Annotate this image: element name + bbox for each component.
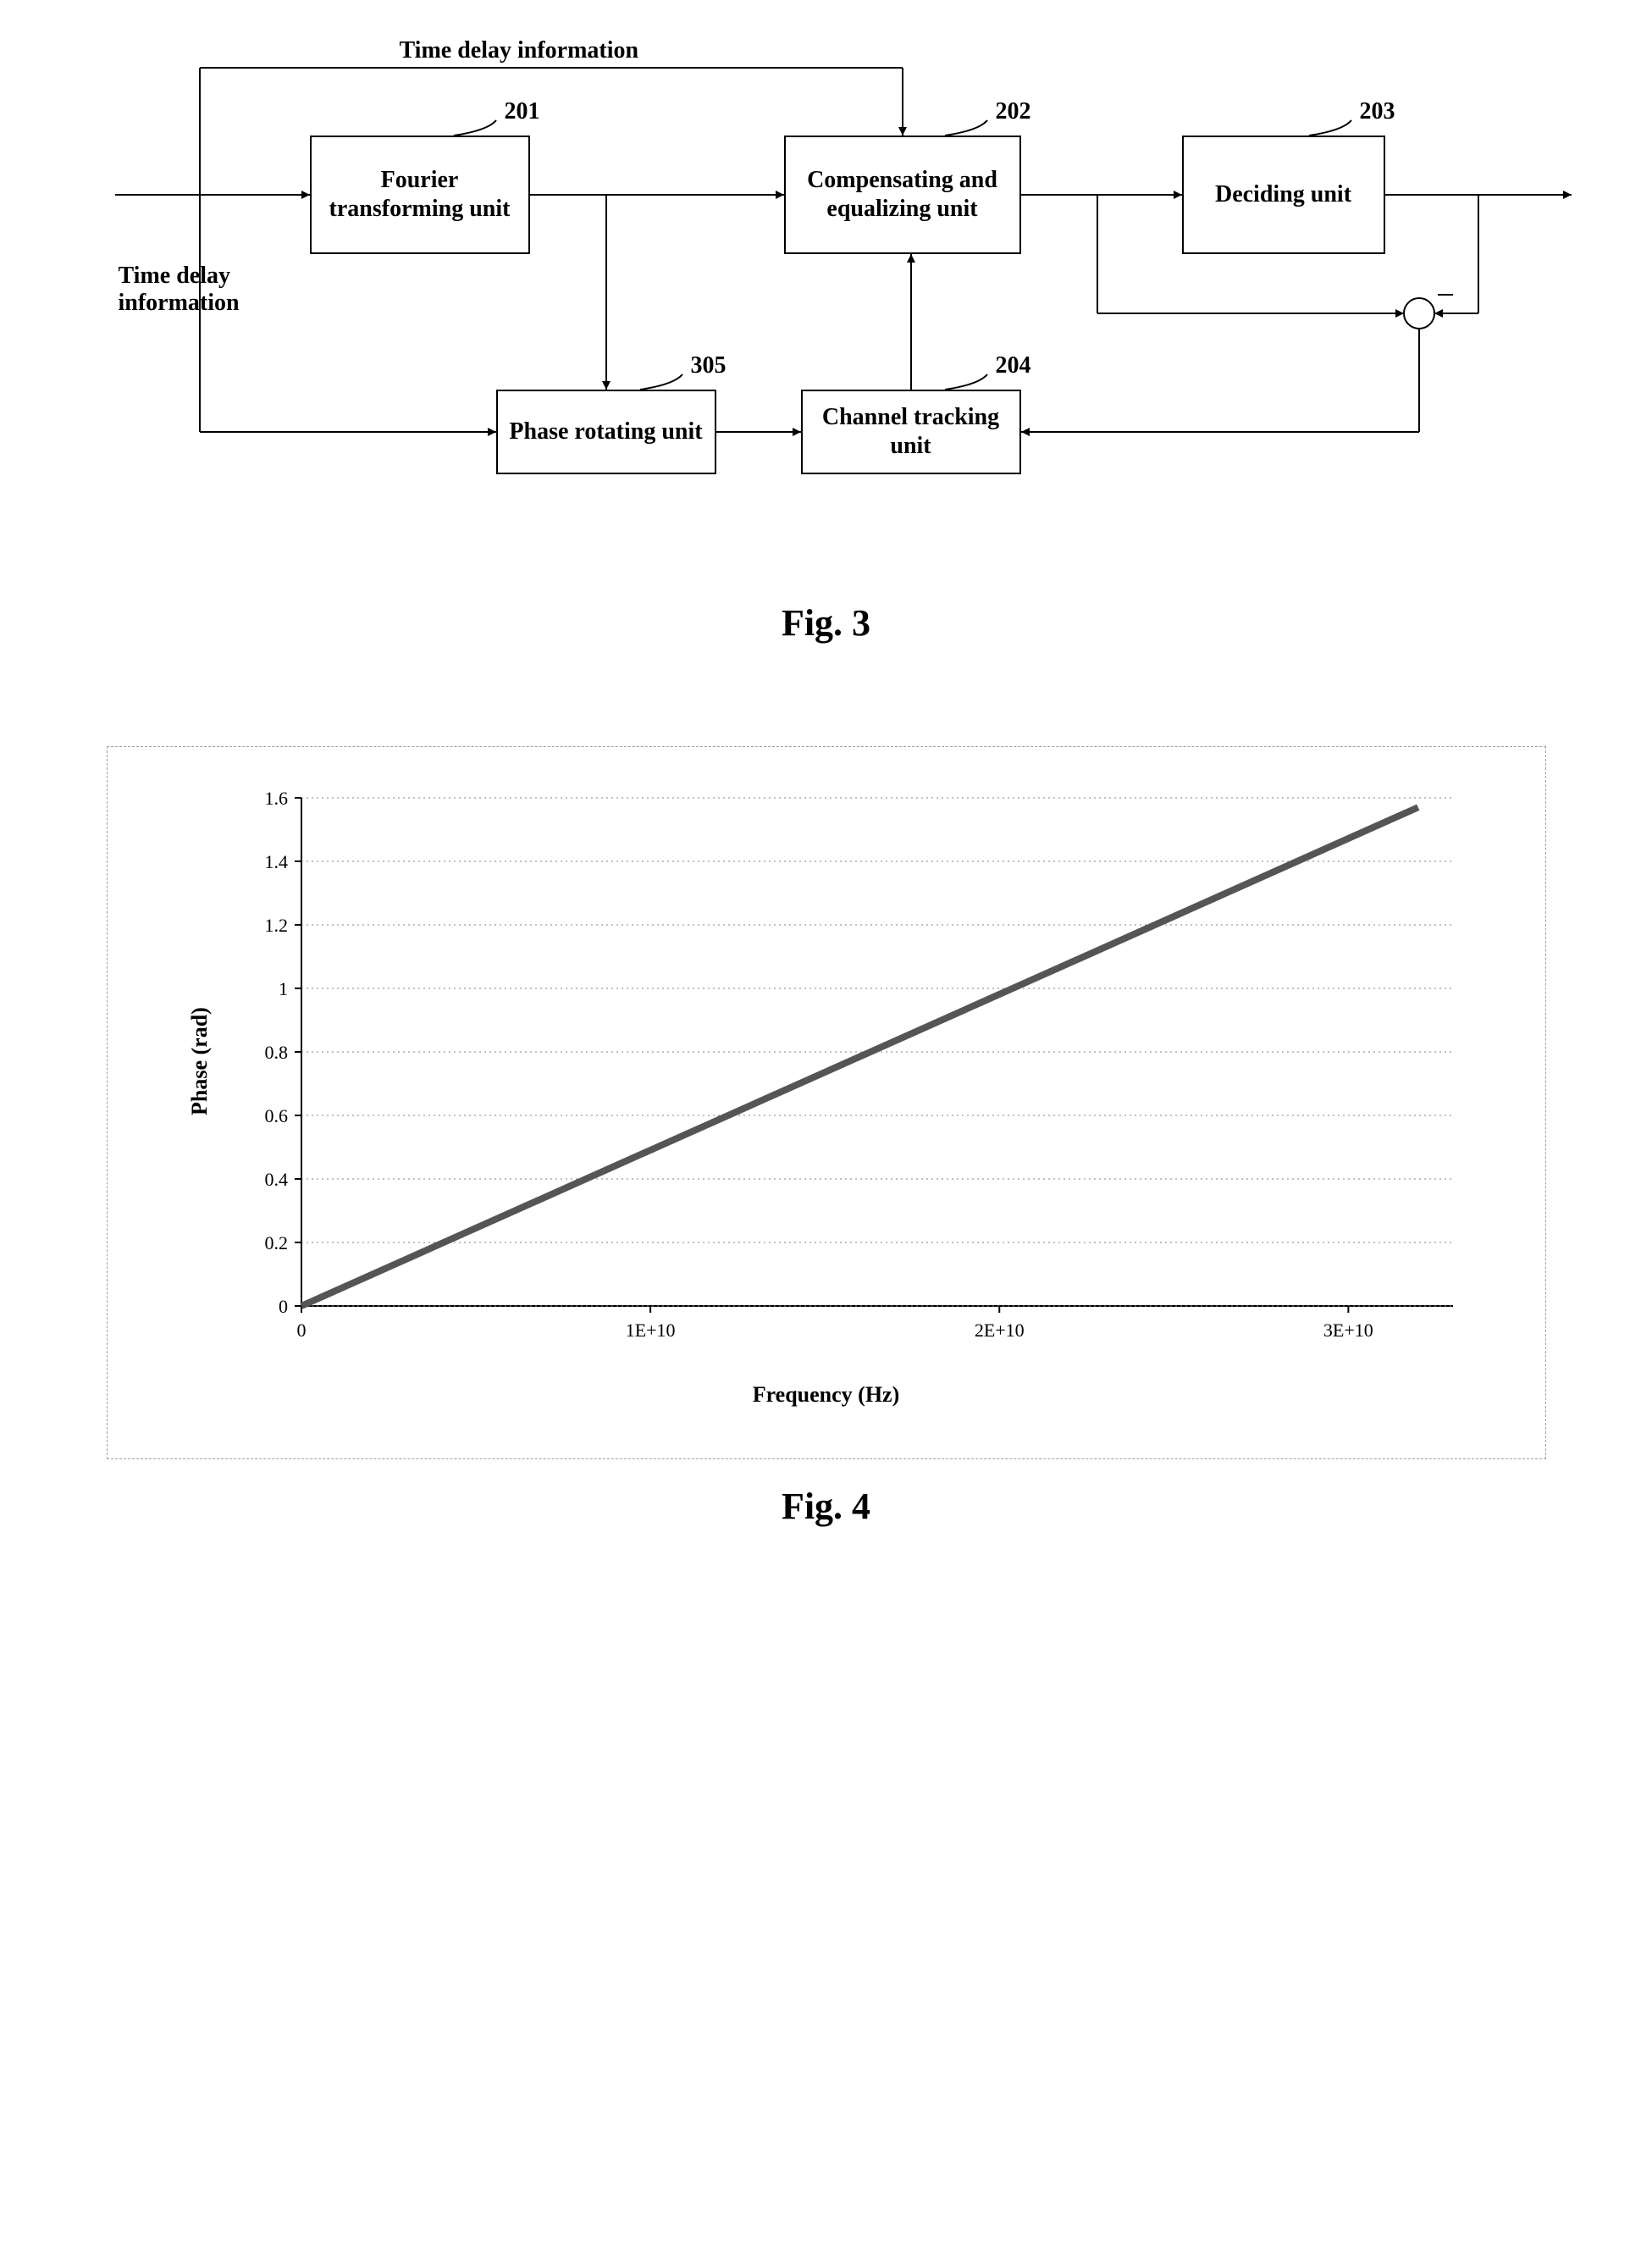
ref-204: 204: [996, 352, 1031, 379]
left-label: Time delay information: [115, 263, 301, 317]
svg-text:1: 1: [279, 978, 288, 999]
box-text: Channel tracking unit: [811, 403, 1011, 460]
x-axis-label: Frequency (Hz): [149, 1382, 1504, 1408]
figure-3: Time delay information Time delay inform…: [34, 34, 1618, 645]
ref-202: 202: [996, 98, 1031, 125]
svg-text:0.4: 0.4: [264, 1169, 288, 1190]
chart-outer: 00.20.40.60.811.21.41.601E+102E+103E+10 …: [107, 746, 1546, 1459]
figure-4: 00.20.40.60.811.21.41.601E+102E+103E+10 …: [34, 746, 1618, 1528]
svg-text:2E+10: 2E+10: [974, 1320, 1024, 1341]
channel-tracking-unit: Channel tracking unit: [801, 390, 1021, 474]
fourier-transforming-unit: Fourier transforming unit: [310, 136, 530, 254]
svg-text:1.6: 1.6: [264, 788, 288, 809]
svg-text:0.6: 0.6: [264, 1105, 288, 1126]
deciding-unit: Deciding unit: [1182, 136, 1385, 254]
phase-rotating-unit: Phase rotating unit: [496, 390, 716, 474]
block-diagram: Time delay information Time delay inform…: [64, 34, 1588, 576]
compensating-equalizing-unit: Compensating and equalizing unit: [784, 136, 1021, 254]
svg-text:1E+10: 1E+10: [625, 1320, 675, 1341]
svg-text:0.8: 0.8: [264, 1042, 288, 1063]
box-text: Phase rotating unit: [509, 418, 702, 446]
svg-text:0: 0: [296, 1320, 306, 1341]
figure-3-caption: Fig. 3: [34, 601, 1618, 645]
top-label: Time delay information: [395, 37, 644, 64]
svg-text:0.2: 0.2: [264, 1232, 288, 1253]
svg-text:1.2: 1.2: [264, 915, 288, 936]
ref-203: 203: [1360, 98, 1395, 125]
ref-305: 305: [691, 352, 727, 379]
y-axis-label: Phase (rad): [187, 980, 213, 1115]
chart-inner: 00.20.40.60.811.21.41.601E+102E+103E+10 …: [149, 781, 1504, 1441]
box-text: Compensating and equalizing unit: [794, 166, 1011, 223]
ref-201: 201: [505, 98, 540, 125]
line-chart: 0 0.2 0.4 0.6 0.8 1 1.2 1.4 1.6 0 1E+10 2E+10 3E+10: [149, 781, 1504, 1441]
svg-text:1.4: 1.4: [264, 851, 288, 872]
figure-4-caption: Fig. 4: [34, 1485, 1618, 1528]
svg-text:0: 0: [279, 1296, 288, 1317]
box-text: Deciding unit: [1215, 180, 1351, 209]
svg-text:3E+10: 3E+10: [1323, 1320, 1373, 1341]
box-text: Fourier transforming unit: [320, 166, 520, 223]
